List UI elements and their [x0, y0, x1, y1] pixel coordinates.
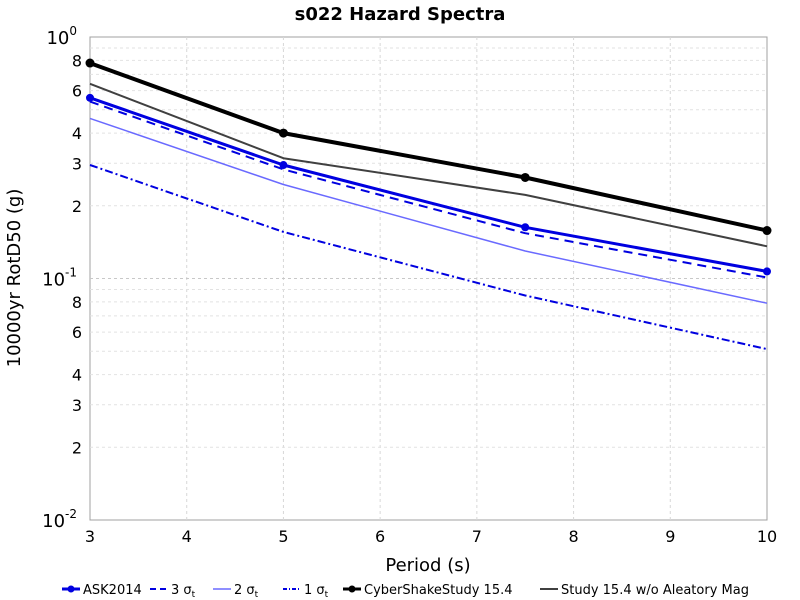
series-point-4 [762, 226, 772, 236]
y-tick-label: 2 [72, 197, 82, 216]
series-layer [85, 58, 772, 351]
legend-label-0: ASK2014 [83, 583, 142, 598]
y-tick-label: 8 [72, 51, 82, 70]
y-tick-major-label: 100 [46, 24, 77, 49]
y-tick-label: 3 [72, 396, 82, 415]
series-point-4 [85, 58, 95, 68]
y-tick-label: 4 [72, 366, 82, 385]
legend-label-3: 1 σt [304, 583, 329, 600]
x-tick-label: 9 [665, 527, 675, 546]
series-line-5 [89, 82, 768, 248]
x-axis-label: Period (s) [385, 555, 470, 576]
y-axis-label: 10000yr RotD50 (g) [4, 189, 25, 368]
grid-lines [90, 37, 767, 520]
series-line-2 [89, 117, 768, 304]
legend-label-2: 2 σt [234, 583, 259, 600]
y-tick-label: 8 [72, 293, 82, 312]
series-line-3 [89, 164, 768, 351]
y-tick-labels: 100 10-1 10-2 8 6 4 3 2 8 6 4 3 2 [42, 24, 82, 532]
series-point-0 [763, 267, 771, 276]
x-tick-label: 4 [182, 527, 192, 546]
series-point-4 [278, 128, 288, 138]
legend-label-1: 3 σt [171, 583, 196, 600]
x-tick-label: 10 [757, 527, 777, 546]
y-tick-label: 6 [72, 82, 82, 101]
series-line-4 [89, 61, 768, 233]
y-tick-label: 4 [72, 124, 82, 143]
legend-label-4: CyberShakeStudy 15.4 [364, 583, 513, 598]
x-tick-label: 6 [375, 527, 385, 546]
legend: ASK2014 3 σt 2 σt 1 σt CyberShakeStudy 15.4 S… [62, 583, 749, 600]
x-tick-label: 3 [85, 527, 95, 546]
x-tick-labels: 3 4 5 6 7 8 9 10 [85, 527, 777, 546]
y-tick-label: 2 [72, 438, 82, 457]
series-point-0 [86, 93, 94, 102]
legend-marker-0 [67, 585, 75, 593]
series-point-4 [520, 172, 530, 182]
series-line-0 [89, 96, 768, 273]
x-tick-label: 7 [472, 527, 482, 546]
x-tick-label: 8 [568, 527, 578, 546]
legend-label-5: Study 15.4 w/o Aleatory Mag [561, 583, 749, 598]
x-tick-label: 5 [278, 527, 288, 546]
chart-title: s022 Hazard Spectra [295, 4, 506, 25]
series-point-0 [279, 161, 288, 170]
series-line-1 [89, 100, 768, 279]
y-tick-label: 3 [72, 154, 82, 173]
y-tick-major-label: 10-1 [42, 266, 77, 291]
series-point-0 [521, 223, 530, 232]
legend-marker-4 [348, 585, 356, 593]
y-tick-label: 6 [72, 323, 82, 342]
y-tick-major-label: 10-2 [42, 507, 77, 532]
